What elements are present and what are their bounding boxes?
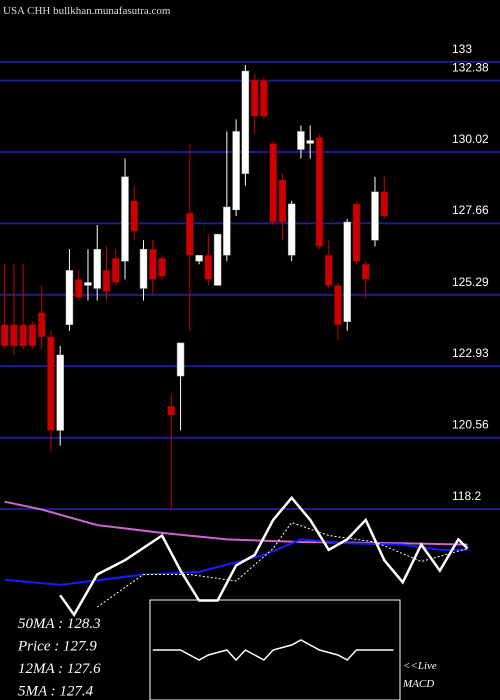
macd-label: <<Live: [403, 660, 437, 672]
candle-body: [10, 324, 18, 347]
legend-stat: Price : 127.9: [17, 639, 97, 655]
candle-body: [380, 191, 389, 217]
series-line: [152, 639, 394, 662]
candle-body: [65, 270, 74, 325]
candle-body: [176, 342, 185, 377]
chart-title: USA CHH bullkhan.munafasutra.com: [3, 5, 171, 17]
candle-body: [269, 143, 277, 223]
candle-body: [278, 179, 287, 223]
candle-body: [111, 258, 120, 283]
macd-label: MACD: [402, 678, 434, 690]
candle-body: [250, 79, 259, 117]
candle-body: [37, 312, 46, 338]
candle-body: [158, 258, 166, 277]
candle-body: [47, 336, 55, 431]
y-tick-label: 120.56: [452, 418, 489, 432]
candle-body: [56, 354, 64, 431]
candle-body: [324, 255, 333, 286]
candle-body: [223, 206, 231, 256]
candle-body: [84, 282, 92, 286]
candle-body: [343, 221, 351, 322]
candle-body: [334, 285, 342, 325]
candle-body: [102, 270, 111, 292]
candle-body: [241, 70, 250, 174]
candle-body: [186, 212, 194, 256]
candle-body: [213, 233, 222, 286]
candle-body: [167, 406, 176, 416]
candle-body: [371, 191, 379, 241]
legend-stat: 12MA : 127.6: [18, 661, 101, 677]
candle-body: [195, 255, 203, 262]
y-tick-label: 125.29: [452, 275, 489, 289]
y-tick-label: 132.38: [452, 61, 489, 75]
legend-stat: 50MA : 128.3: [18, 616, 101, 632]
candle-body: [260, 79, 268, 117]
y-tick-label: 122.93: [452, 346, 489, 360]
candle-body: [130, 200, 139, 232]
series-line: [96, 521, 468, 608]
candle-body: [28, 324, 37, 347]
candle-body: [121, 176, 129, 262]
candle-body: [352, 203, 361, 262]
candle-body: [306, 140, 314, 144]
candle-body: [204, 255, 213, 280]
legend-stat: 5MA : 127.4: [18, 684, 94, 700]
candle-body: [232, 131, 240, 211]
candle-body: [149, 248, 157, 280]
candle-body: [315, 137, 324, 247]
candle-body: [297, 131, 305, 150]
candle-body: [0, 324, 9, 347]
candle-body: [93, 248, 101, 289]
candle-body: [287, 203, 296, 256]
series-line: [59, 495, 469, 618]
candle-body: [139, 248, 148, 289]
candle-body: [19, 324, 27, 347]
y-tick-label: 130.02: [452, 132, 489, 146]
y-tick-label: 127.66: [452, 203, 489, 217]
y-tick-label: 133: [452, 42, 472, 56]
candle-body: [361, 264, 370, 280]
y-tick-label: 118.2: [452, 489, 481, 503]
series-line: [4, 500, 468, 546]
candle-body: [74, 279, 83, 298]
